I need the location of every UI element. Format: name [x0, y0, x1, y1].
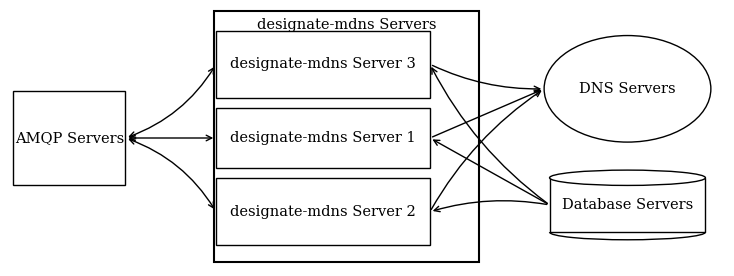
FancyBboxPatch shape [216, 108, 430, 168]
Ellipse shape [544, 36, 711, 142]
FancyArrowPatch shape [434, 201, 547, 212]
Ellipse shape [550, 170, 705, 185]
FancyBboxPatch shape [214, 11, 479, 262]
Text: designate-mdns Server 3: designate-mdns Server 3 [230, 57, 416, 71]
Text: AMQP Servers: AMQP Servers [15, 131, 124, 145]
FancyArrowPatch shape [432, 65, 539, 92]
Text: designate-mdns Servers: designate-mdns Servers [257, 18, 436, 32]
FancyArrowPatch shape [129, 68, 214, 137]
FancyArrowPatch shape [130, 135, 211, 141]
FancyBboxPatch shape [216, 31, 430, 98]
Text: DNS Servers: DNS Servers [579, 82, 676, 96]
FancyArrowPatch shape [432, 91, 540, 209]
FancyArrowPatch shape [129, 139, 214, 208]
FancyArrowPatch shape [432, 68, 548, 203]
Text: designate-mdns Server 1: designate-mdns Server 1 [230, 131, 416, 145]
FancyBboxPatch shape [216, 178, 430, 245]
FancyArrowPatch shape [432, 90, 540, 137]
FancyArrowPatch shape [434, 140, 547, 204]
Bar [550, 178, 705, 232]
FancyBboxPatch shape [13, 91, 126, 185]
Text: designate-mdns Server 2: designate-mdns Server 2 [230, 205, 416, 219]
Text: Database Servers: Database Servers [562, 198, 693, 212]
